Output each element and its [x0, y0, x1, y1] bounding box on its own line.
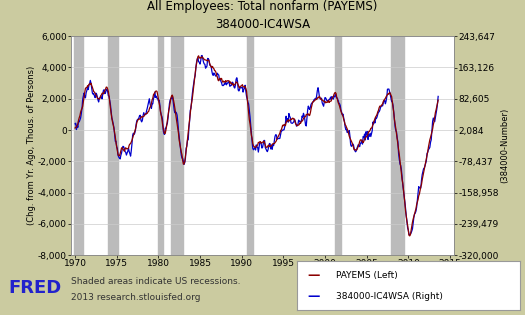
Text: —: — — [307, 290, 320, 303]
Text: FRED: FRED — [8, 279, 61, 297]
Bar — [247, 36, 253, 255]
Text: PAYEMS (Left): PAYEMS (Left) — [336, 271, 398, 280]
Text: Shaded areas indicate US recessions.: Shaded areas indicate US recessions. — [71, 278, 240, 286]
Y-axis label: (Chg. from Yr. Ago, Thous. of Persons): (Chg. from Yr. Ago, Thous. of Persons) — [27, 66, 36, 225]
Bar — [108, 36, 118, 255]
Text: 2013 research.stlouisfed.org: 2013 research.stlouisfed.org — [71, 293, 201, 302]
Bar — [159, 36, 163, 255]
Bar — [391, 36, 404, 255]
Y-axis label: (384000-Number): (384000-Number) — [500, 108, 509, 183]
Text: 384000-IC4WSA: 384000-IC4WSA — [215, 19, 310, 32]
Bar — [74, 36, 82, 255]
Text: All Employees: Total nonfarm (PAYEMS): All Employees: Total nonfarm (PAYEMS) — [148, 0, 377, 13]
Bar — [171, 36, 183, 255]
Text: 384000-IC4WSA (Right): 384000-IC4WSA (Right) — [336, 292, 443, 301]
Bar — [335, 36, 341, 255]
Text: —: — — [307, 269, 320, 282]
